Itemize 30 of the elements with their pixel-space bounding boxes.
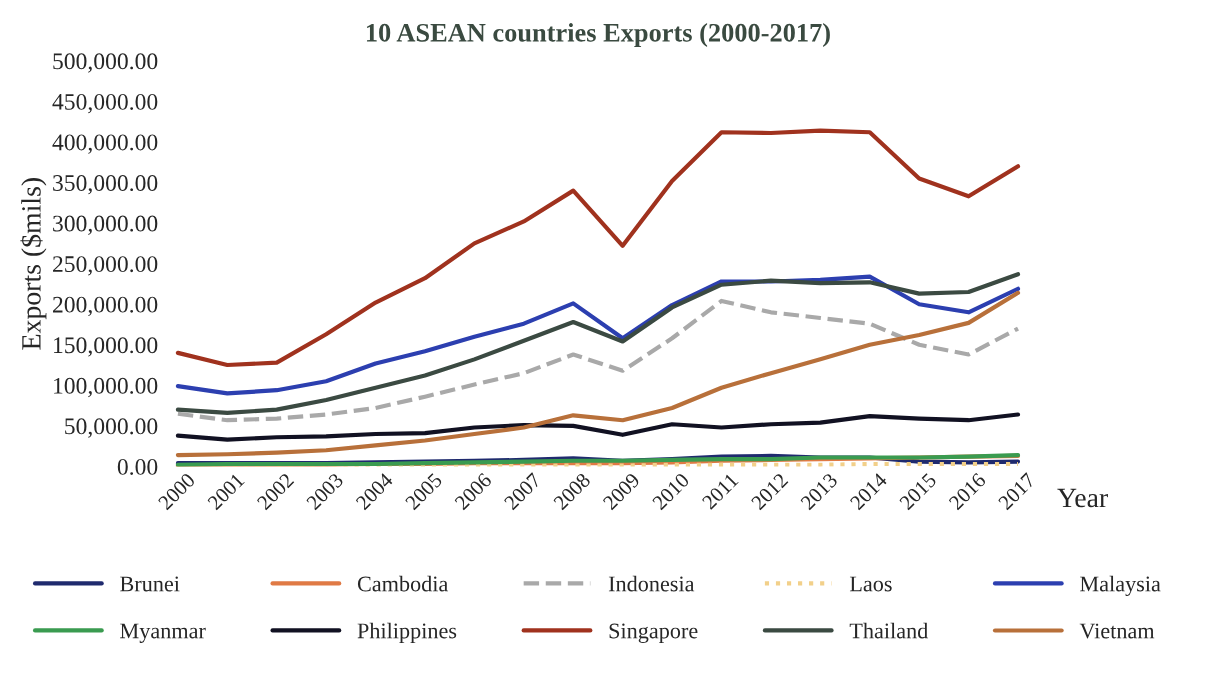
legend-label: Malaysia <box>1080 575 1161 597</box>
y-tick-label: 200,000.00 <box>53 296 158 317</box>
y-tick-label: 400,000.00 <box>52 134 158 154</box>
x-tick-label: 2011 <box>701 472 739 510</box>
x-tick-label: 2001 <box>206 472 245 511</box>
legend-label: Philippines <box>357 622 457 643</box>
y-tick-label: 250,000.00 <box>53 256 158 276</box>
legend-label: Myanmar <box>120 623 206 643</box>
y-tick-label: 0.00 <box>117 458 158 475</box>
legend-label: Vietnam <box>1079 623 1155 639</box>
legend-label: Indonesia <box>608 575 695 592</box>
y-tick-label: 450,000.00 <box>52 93 158 114</box>
line-series <box>175 128 1021 368</box>
line-series <box>175 412 1021 442</box>
y-tick-label: 500,000.00 <box>53 53 158 73</box>
legend-label: Thailand <box>849 622 929 639</box>
legend-label: Singapore <box>609 623 698 643</box>
legend-label: Cambodia <box>357 575 449 592</box>
y-tick-label: 350,000.00 <box>53 175 158 195</box>
y-tick-label: 100,000.00 <box>54 377 158 398</box>
y-tick-label: 150,000.00 <box>54 337 158 357</box>
line-series <box>175 298 1021 423</box>
y-tick-label: 300,000.00 <box>53 215 158 235</box>
legend-label: Laos <box>849 576 892 592</box>
y-axis-title: Exports ($mils) <box>20 178 47 350</box>
line-series <box>175 290 1021 458</box>
legend-label: Brunei <box>120 576 180 592</box>
chart-title: 10 ASEAN countries Exports (2000-2017) <box>366 23 830 48</box>
x-axis-title: Year <box>1057 488 1108 508</box>
y-tick-label: 50,000.00 <box>65 418 158 438</box>
